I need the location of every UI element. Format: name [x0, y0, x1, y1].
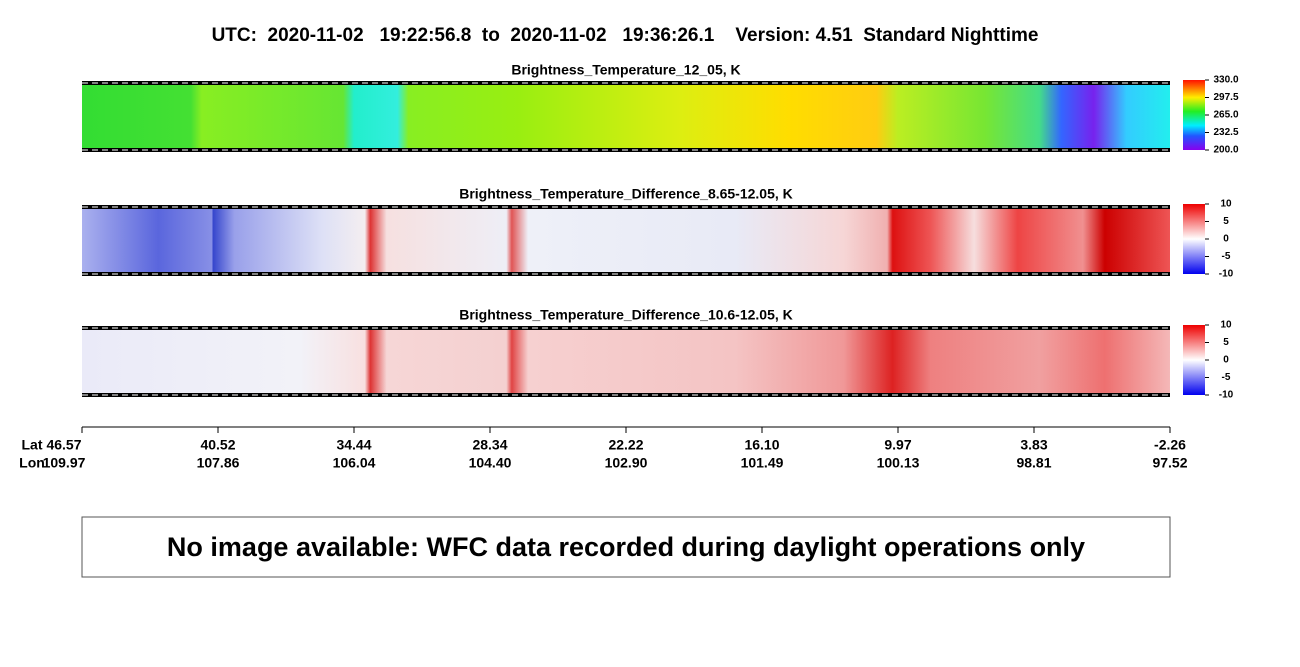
lat-tick-label: 34.44 — [336, 437, 371, 453]
panel-title: Brightness_Temperature_12_05, K — [511, 62, 740, 78]
colorbar — [1183, 80, 1205, 150]
colorbar-tick-label: 297.5 — [1213, 92, 1238, 103]
colorbar-tick-label: 5 — [1223, 216, 1229, 227]
lon-tick-label: 106.04 — [333, 455, 376, 471]
lat-tick-label: 16.10 — [744, 437, 779, 453]
panel-title: Brightness_Temperature_Difference_8.65-1… — [459, 186, 793, 202]
colorbar-tick-label: 0 — [1223, 355, 1229, 366]
lat-tick-label: 28.34 — [472, 437, 507, 453]
colorbar-tick-label: 232.5 — [1213, 127, 1238, 138]
lon-tick-label: 98.81 — [1016, 455, 1051, 471]
colorbar-tick-label: 5 — [1223, 337, 1229, 348]
colorbar-tick-label: -5 — [1222, 251, 1231, 262]
colorbar-tick-label: 330.0 — [1213, 75, 1238, 86]
lon-tick-label: 104.40 — [469, 455, 512, 471]
lon-label: Lon — [19, 455, 45, 471]
colorbar-tick-label: -10 — [1219, 269, 1234, 280]
header-title: UTC: 2020-11-02 19:22:56.8 to 2020-11-02… — [212, 25, 1039, 46]
lon-tick-label: 101.49 — [741, 455, 784, 471]
colorbar-tick-label: 265.0 — [1213, 110, 1238, 121]
strip — [82, 328, 1170, 395]
lon-tick-label: 102.90 — [605, 455, 648, 471]
lat-tick-label: 3.83 — [1020, 437, 1047, 453]
lat-tick-label: 22.22 — [608, 437, 643, 453]
colorbar-tick-label: 0 — [1223, 234, 1229, 245]
colorbar-tick-label: 10 — [1220, 320, 1232, 331]
panel-title: Brightness_Temperature_Difference_10.6-1… — [459, 307, 793, 323]
colorbar-tick-label: 200.0 — [1213, 145, 1238, 156]
lon-tick-label: 107.86 — [197, 455, 240, 471]
note: No image available: WFC data recorded du… — [167, 532, 1085, 562]
lat-tick-label: -2.26 — [1154, 437, 1186, 453]
colorbar-tick-label: -10 — [1219, 390, 1234, 401]
strip — [82, 207, 1170, 274]
colorbar — [1183, 325, 1205, 395]
lat-tick-label: 40.52 — [200, 437, 235, 453]
note-box — [81, 516, 1171, 578]
lon-tick-label: 100.13 — [877, 455, 920, 471]
lon-tick-label: 109.97 — [43, 455, 86, 471]
colorbar — [1183, 204, 1205, 274]
colorbar-tick-label: -5 — [1222, 372, 1231, 383]
lat-tick-label: 9.97 — [884, 437, 911, 453]
colorbar-tick-label: 10 — [1220, 199, 1232, 210]
lon-tick-label: 97.52 — [1152, 455, 1187, 471]
lat-label: Lat — [22, 437, 43, 453]
strip — [82, 83, 1170, 150]
lat-tick-label: 46.57 — [46, 437, 81, 453]
